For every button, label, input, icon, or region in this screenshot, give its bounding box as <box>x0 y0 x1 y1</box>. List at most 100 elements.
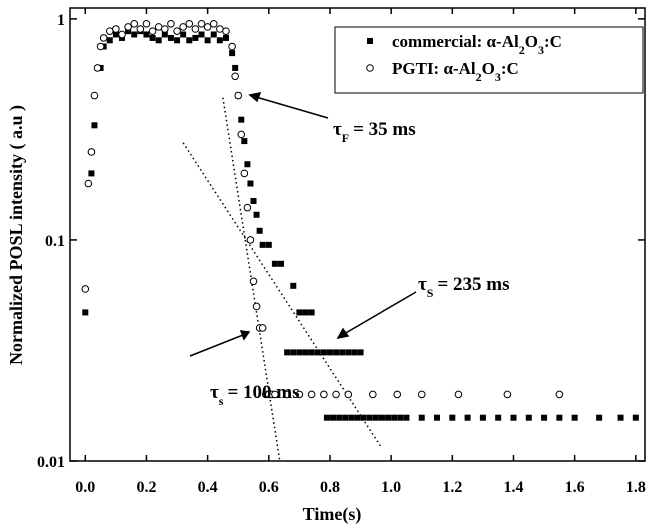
point <box>240 169 249 178</box>
text-part: :C <box>501 59 519 78</box>
point <box>197 20 206 28</box>
point <box>323 414 330 421</box>
point <box>510 414 517 421</box>
subscript: S <box>427 286 434 300</box>
point <box>296 349 303 356</box>
point <box>247 180 254 187</box>
point <box>541 414 548 421</box>
point <box>596 414 603 421</box>
x-axis-label: Time(s) <box>303 504 362 525</box>
legend-marker <box>366 64 374 72</box>
fit-line <box>222 97 281 462</box>
point <box>250 198 257 205</box>
point <box>326 349 333 356</box>
point <box>222 27 230 35</box>
point <box>148 27 157 35</box>
point <box>357 349 364 356</box>
point <box>234 91 243 100</box>
point <box>397 414 404 421</box>
legend-label: PGTI: α-Al2O3:C <box>392 59 519 84</box>
point <box>302 309 309 316</box>
arrow-head <box>336 327 350 340</box>
point <box>161 31 168 38</box>
subscript: 3 <box>495 70 501 84</box>
point <box>259 241 266 248</box>
point <box>418 414 425 421</box>
annotation: τS = 235 ms <box>418 274 510 300</box>
text-part: τ <box>418 274 427 295</box>
point <box>106 37 113 44</box>
point <box>192 34 199 41</box>
legend-label: commercial: α-Al2O3:C <box>392 32 562 57</box>
text-part: τ <box>210 382 219 403</box>
point <box>302 349 309 356</box>
point <box>271 390 279 399</box>
point <box>308 349 315 356</box>
point <box>342 414 349 421</box>
point <box>617 414 624 421</box>
point <box>320 349 327 356</box>
arrows <box>189 91 417 357</box>
x-tick-label: 1.0 <box>381 479 401 496</box>
subscript: 2 <box>476 70 482 84</box>
point <box>525 414 532 421</box>
x-tick-label: 1.6 <box>565 479 585 496</box>
point <box>90 91 99 100</box>
x-tick-label: 0.6 <box>259 479 279 496</box>
x-tick-label: 1.8 <box>626 479 646 496</box>
x-tick-label: 0.2 <box>136 479 156 496</box>
point <box>87 148 96 156</box>
point <box>351 349 358 356</box>
point <box>403 414 410 421</box>
point <box>464 414 471 421</box>
point <box>204 37 211 44</box>
arrow-head <box>248 91 262 103</box>
point <box>417 390 426 399</box>
point <box>216 37 223 44</box>
point <box>336 414 343 421</box>
y-axis-label: Normalized POSL intensity ( a.u ) <box>6 105 27 365</box>
point <box>179 23 187 31</box>
point <box>330 414 337 421</box>
text-part: commercial: α-Al <box>392 32 519 51</box>
text-part: = 35 ms <box>353 119 416 140</box>
point <box>354 414 361 421</box>
point <box>93 64 102 72</box>
point <box>372 414 379 421</box>
legend-box <box>334 26 644 94</box>
point <box>241 138 248 145</box>
x-tick-label: 0.0 <box>75 479 95 496</box>
point <box>278 260 285 267</box>
point <box>284 349 291 356</box>
text-part: :C <box>544 32 562 51</box>
point <box>125 28 132 35</box>
x-tick-label: 1.4 <box>503 479 523 496</box>
point <box>366 414 373 421</box>
point <box>556 414 563 421</box>
point <box>253 211 260 218</box>
point <box>308 309 315 316</box>
point <box>154 23 163 31</box>
point <box>360 414 367 421</box>
arrow <box>255 96 329 119</box>
x-tick-label: 0.8 <box>320 479 340 496</box>
point <box>283 390 291 399</box>
point <box>503 390 512 399</box>
point <box>228 42 236 51</box>
annotation: τs = 100 ms <box>210 382 300 408</box>
point <box>290 282 297 289</box>
point <box>167 20 175 28</box>
point <box>105 27 114 35</box>
point <box>368 390 377 399</box>
text-part: τ <box>333 119 342 140</box>
point <box>216 25 224 33</box>
x-tick-label: 0.4 <box>198 479 218 496</box>
point <box>332 390 340 399</box>
point <box>173 27 181 35</box>
point <box>271 260 278 267</box>
point <box>632 414 639 421</box>
point <box>348 414 355 421</box>
point <box>385 414 392 421</box>
point <box>84 179 93 188</box>
point <box>265 241 272 248</box>
